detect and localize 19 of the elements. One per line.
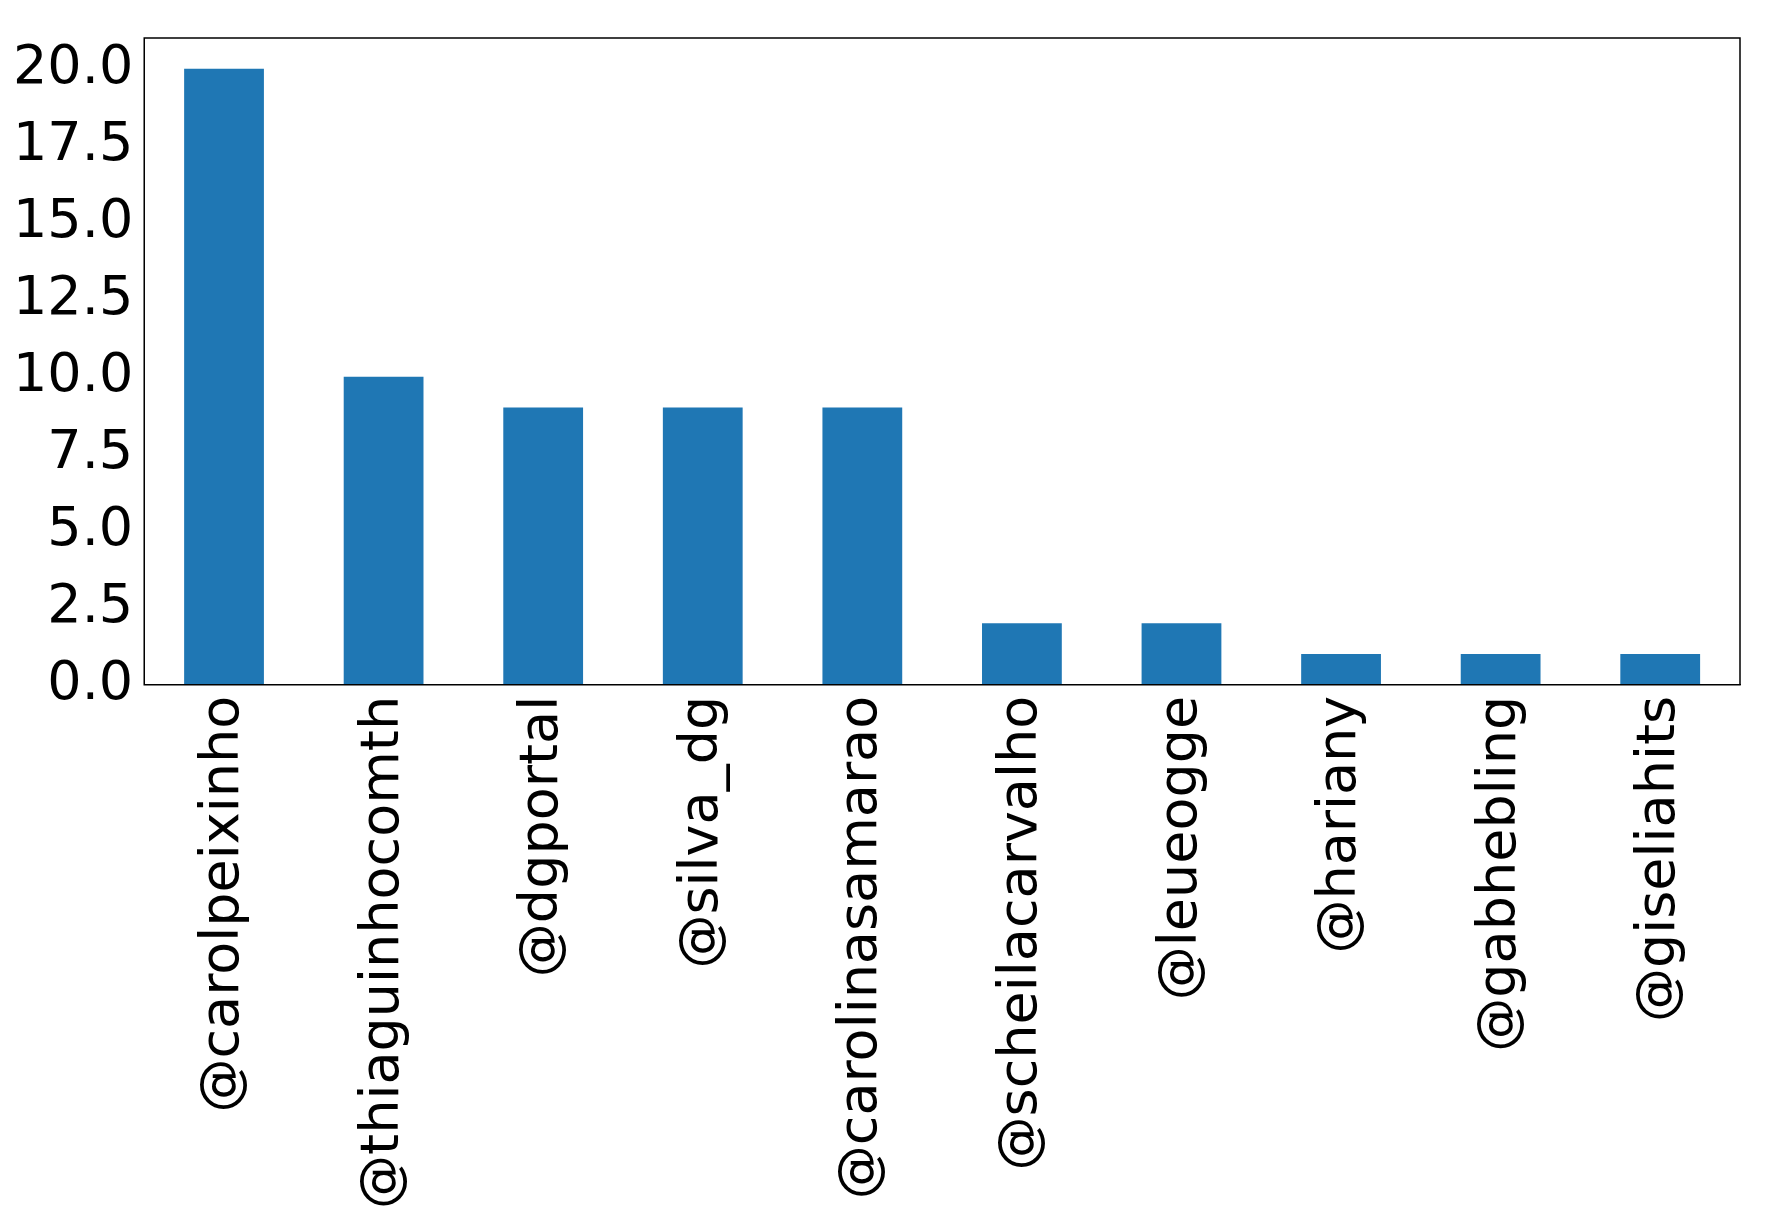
x-tick-label: @leueogge bbox=[1145, 695, 1209, 1001]
x-tick-label: @hariany bbox=[1305, 695, 1369, 954]
x-tick-label: @giseliahits bbox=[1624, 695, 1688, 1023]
x-tick-label: @thiaguinhocomth bbox=[347, 695, 411, 1210]
x-tick-label: @gabhebling bbox=[1464, 695, 1528, 1052]
x-tick-label: @dgportal bbox=[507, 695, 571, 978]
y-tick-label: 2.5 bbox=[47, 571, 134, 635]
y-tick-label: 12.5 bbox=[13, 263, 134, 327]
y-tick-label: 7.5 bbox=[47, 417, 134, 481]
y-tick-label: 0.0 bbox=[47, 648, 134, 712]
y-tick-label: 10.0 bbox=[13, 340, 134, 404]
y-tick-label: 5.0 bbox=[47, 494, 134, 558]
x-tick-label: @carolpeixinho bbox=[188, 695, 252, 1113]
x-tick-label: @silva_dg bbox=[666, 695, 730, 969]
x-tick-label: @scheilacarvalho bbox=[985, 695, 1049, 1171]
x-tick-label: @carolinasamarao bbox=[826, 695, 890, 1200]
y-tick-label: 15.0 bbox=[13, 186, 134, 250]
y-tick-label: 20.0 bbox=[13, 32, 134, 96]
y-tick-label: 17.5 bbox=[13, 109, 134, 173]
